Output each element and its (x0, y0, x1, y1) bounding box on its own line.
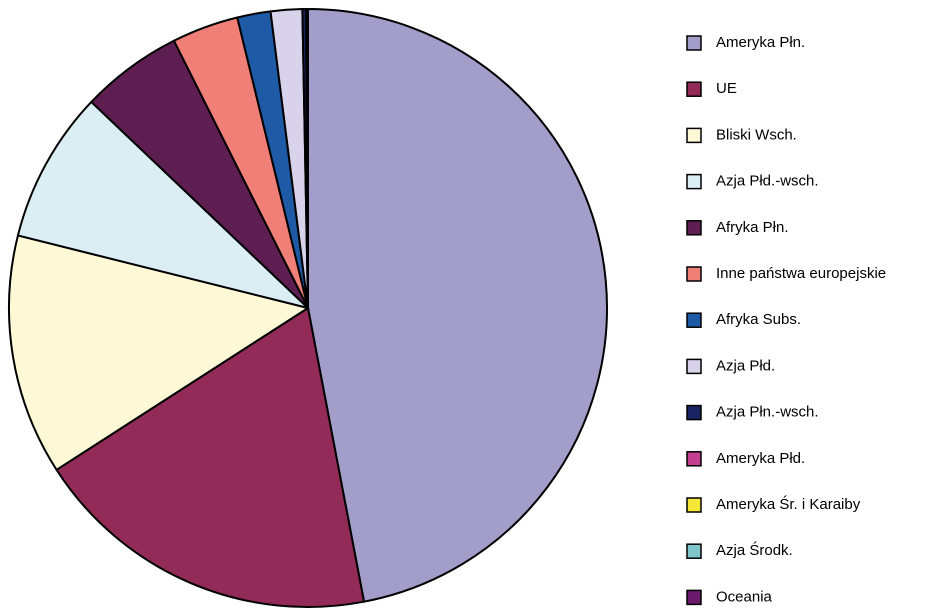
legend-label: Inne państwa europejskie (716, 265, 886, 282)
pie-slice (16, 100, 309, 309)
legend-swatch (686, 81, 702, 97)
legend-label: Azja Środk. (716, 541, 793, 559)
legend-label: UE (716, 80, 737, 97)
pie-slice (55, 307, 366, 608)
pie-slice (8, 234, 309, 471)
legend-label: Afryka Subs. (716, 311, 801, 328)
legend-swatch (686, 404, 702, 421)
legend-swatch (686, 173, 702, 190)
legend-swatch (686, 543, 702, 559)
legend-label: Ameryka Śr. i Karaiby (716, 495, 861, 513)
legend-swatch (686, 266, 702, 282)
legend-label: Azja Płd.-wsch. (716, 173, 819, 190)
legend-swatch (686, 35, 702, 51)
legend-label: Ameryka Płd. (716, 450, 805, 467)
legend-label: Ameryka Płn. (716, 34, 805, 51)
legend-label: Bliski Wsch. (716, 126, 797, 143)
legend-label: Azja Płd. (716, 357, 775, 374)
legend-swatch (686, 497, 702, 513)
legend-swatch (686, 220, 702, 236)
pie-slice (307, 8, 609, 603)
legend-label: Oceania (716, 588, 773, 605)
legend-swatch (686, 589, 702, 606)
legend-label: Azja Płn.-wsch. (716, 404, 819, 421)
legend-swatch (686, 312, 702, 328)
legend-swatch (686, 451, 702, 467)
legend-swatch (686, 358, 702, 375)
legend-swatch (686, 127, 702, 144)
legend-label: Afryka Płn. (716, 219, 789, 236)
